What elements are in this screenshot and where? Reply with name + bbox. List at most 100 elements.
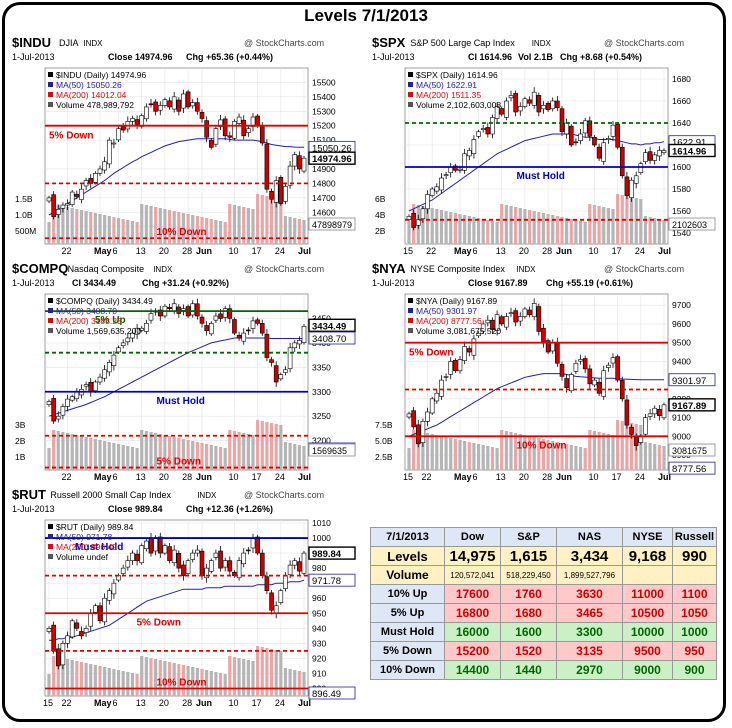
volume-bar [425, 207, 430, 244]
legend-swatch [408, 102, 413, 107]
chart-panel-spx: $SPX S&P 500 Large Cap Index INDX @ StockCh… [372, 35, 722, 258]
candle [79, 626, 84, 640]
candle [213, 312, 219, 323]
x-tick-label: 17 [612, 246, 622, 256]
candle [531, 87, 537, 109]
candle-body [55, 648, 61, 667]
volume-bar [551, 441, 555, 470]
x-tick-label: 28 [182, 472, 192, 482]
candle-body [259, 323, 265, 334]
volume-bar [65, 659, 70, 696]
volume-bar [163, 435, 167, 470]
table-row: Must Hold 16000 1600 3300 10000 1000 [370, 622, 717, 642]
x-tick-label: 17 [252, 246, 262, 256]
candle-body [181, 564, 186, 576]
candle-body [204, 325, 209, 331]
candle [480, 124, 486, 133]
volume-bar [662, 446, 666, 470]
candle-body [227, 135, 233, 138]
candle [292, 557, 298, 570]
volume-bar [279, 425, 283, 470]
chart-symbol: $NYA [372, 261, 406, 276]
volume-tick-label: 2B [375, 226, 386, 236]
volume-bar [518, 434, 522, 470]
candle [259, 549, 265, 579]
candle-body [190, 552, 196, 560]
x-tick-label: 24 [635, 472, 645, 482]
candle-body [199, 550, 205, 576]
volume-bar [116, 444, 121, 470]
table-row-cell: 17600 [444, 584, 501, 604]
y-tick-label: 15500 [312, 77, 336, 87]
volume-bar [112, 669, 116, 696]
volume-bar [523, 209, 527, 244]
candle-body [480, 323, 486, 332]
candle [457, 356, 463, 374]
candle-body [443, 174, 449, 176]
candle-body [195, 102, 200, 112]
price-badge-box [308, 546, 356, 560]
candle-body [46, 197, 52, 202]
table-header-row: 7/1/2013 Dow S&P NAS NYSE Russell [370, 527, 717, 547]
volume-tick-label: 1.5B [15, 194, 33, 204]
y-tick-label: 9500 [672, 338, 691, 348]
candle-body [213, 552, 219, 558]
table-row-cell: 16800 [444, 603, 501, 623]
candle [120, 339, 126, 349]
candle [568, 372, 574, 393]
volume-bar [514, 433, 518, 470]
candle [204, 321, 209, 336]
volume-bar [130, 447, 135, 470]
candle-body [65, 635, 70, 644]
candle [527, 306, 532, 318]
volume-bar [578, 447, 583, 470]
candle-body [171, 549, 177, 564]
candle-body [60, 643, 66, 666]
volume-bar [463, 215, 467, 244]
candle-body [527, 99, 532, 104]
volume-bar [140, 430, 144, 470]
candle-body [241, 332, 247, 342]
candle-body [283, 369, 288, 373]
candle [60, 640, 66, 670]
candle-body [564, 122, 569, 135]
candle [264, 571, 270, 595]
candle [55, 411, 61, 423]
candle-body [504, 316, 509, 328]
price-badge: 8777.56 [668, 461, 716, 475]
volume-bar [167, 210, 172, 244]
candle-body [531, 303, 537, 318]
candle [106, 587, 112, 605]
volume-bar [435, 209, 439, 244]
candle [283, 182, 288, 205]
x-tick-label: 13 [496, 246, 506, 256]
candle [536, 303, 542, 336]
legend-entry: MA(200) 8777.56 [416, 316, 482, 326]
candle-body [79, 188, 84, 200]
volume-bar [191, 215, 195, 244]
candle-body [111, 142, 117, 145]
candle [204, 116, 209, 143]
candle [157, 101, 163, 116]
price-badge-box [668, 143, 716, 158]
price-badge-text: 9167.89 [672, 401, 706, 412]
table-row-cell: 1520 [500, 641, 557, 661]
x-tick-label: Jun [196, 246, 212, 256]
candle [297, 336, 302, 349]
volume-bar [163, 209, 167, 244]
candle [102, 593, 107, 626]
volume-bar [218, 673, 223, 696]
candle [157, 532, 163, 559]
y-tick-label: 1580 [672, 184, 691, 194]
candle [69, 394, 75, 403]
volume-bar [274, 198, 278, 244]
level-line-label: 5% Down [409, 348, 453, 359]
candle [120, 564, 126, 577]
candle-body [167, 546, 172, 561]
y-tick-label: 9700 [672, 300, 691, 310]
table-volume-row: Volume 120,572,041 518,229,450 1,899,527,79… [370, 565, 717, 585]
candle-body [559, 108, 565, 133]
x-tick-label: 20 [159, 246, 169, 256]
x-tick-label: 6 [473, 246, 478, 256]
table-row-cell: 1680 [500, 603, 557, 623]
